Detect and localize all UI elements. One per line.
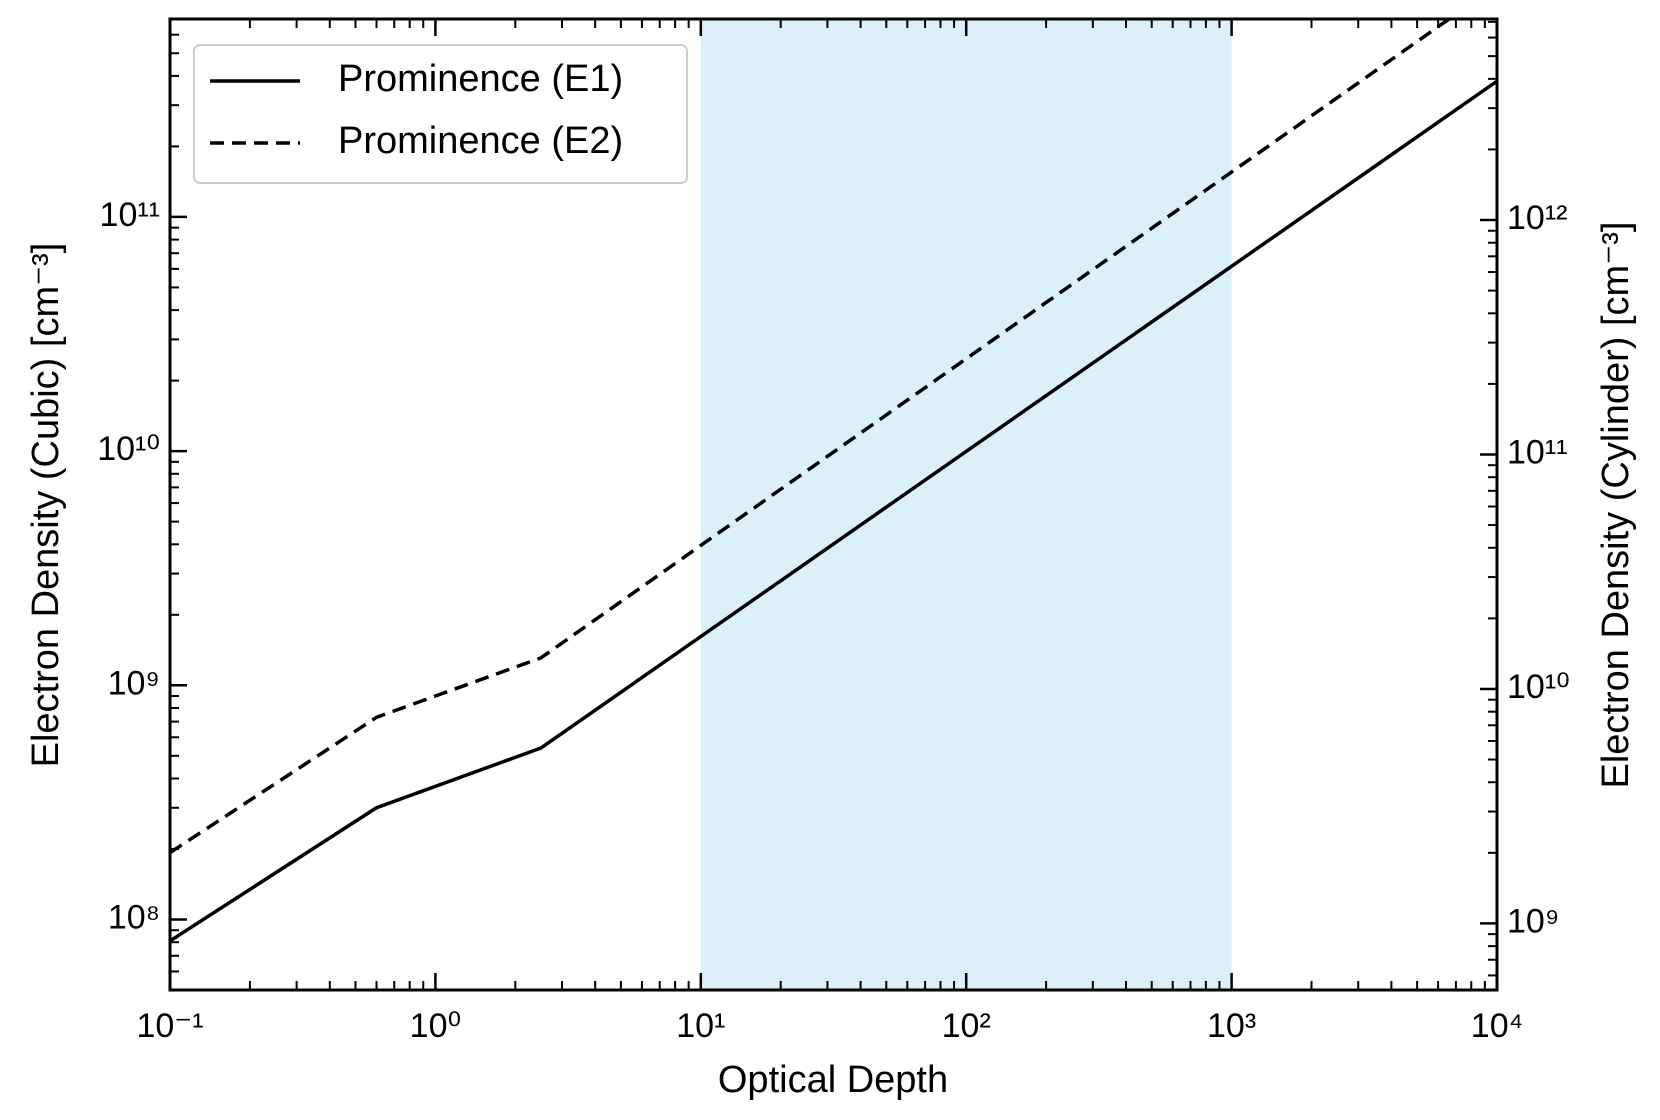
y-tick-label: 10¹¹	[100, 196, 160, 234]
y2-tick-label: 10¹¹	[1507, 433, 1567, 471]
y-tick-label: 10⁹	[108, 664, 160, 702]
x-tick-label: 10⁰	[410, 1007, 461, 1045]
x-tick-label: 10⁻¹	[136, 1007, 203, 1045]
x-tick-label: 10³	[1207, 1007, 1256, 1045]
x-tick-label: 10⁴	[1471, 1007, 1523, 1045]
series-line	[170, 19, 1451, 855]
legend-box	[193, 44, 688, 184]
y2-tick-label: 10¹⁰	[1507, 668, 1570, 706]
y2-axis-title: Electron Density (Cylinder) [cm⁻³]	[1595, 222, 1637, 789]
x-axis-title: Optical Depth	[718, 1059, 948, 1101]
plot-frame	[168, 17, 1499, 992]
legend-label: Prominence (E2)	[338, 120, 623, 162]
series-line	[170, 79, 1497, 943]
y-tick-label: 10⁸	[108, 898, 160, 936]
y2-tick-label: 10⁹	[1507, 902, 1559, 940]
legend-label: Prominence (E1)	[338, 58, 623, 100]
x-tick-label: 10¹	[676, 1007, 725, 1045]
y-tick-label: 10¹⁰	[97, 430, 160, 468]
y2-tick-label: 10¹²	[1507, 199, 1567, 237]
x-tick-label: 10²	[942, 1007, 991, 1045]
shaded-span	[700, 19, 1232, 990]
y-axis-title: Electron Density (Cubic) [cm⁻³]	[25, 243, 67, 768]
